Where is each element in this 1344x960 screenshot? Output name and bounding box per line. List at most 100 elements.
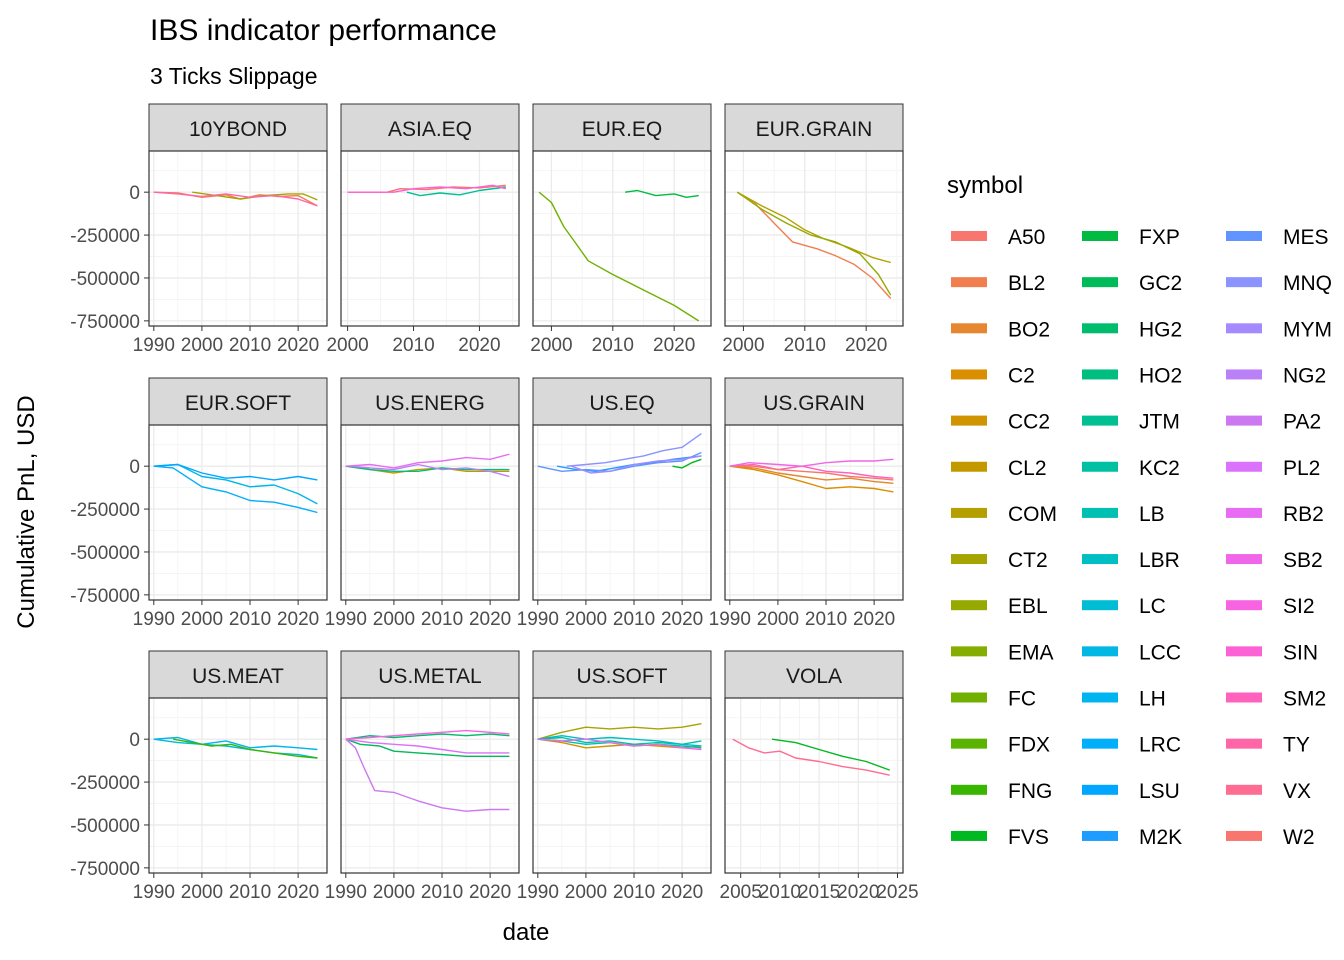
x-tick-label: 2010 xyxy=(392,335,434,356)
legend-item-m2k: M2K xyxy=(1082,826,1182,849)
legend-item-mes: MES xyxy=(1226,226,1329,249)
y-tick-label: -250000 xyxy=(70,226,140,247)
legend-key xyxy=(1226,461,1262,472)
x-tick-label: 2020 xyxy=(277,609,319,630)
strip-label: EUR.GRAIN xyxy=(756,118,873,141)
panel-us-meat: US.MEAT 1990 2000 2010 2020 0 -250000 -500000 -7… xyxy=(70,650,328,903)
legend-label: FVS xyxy=(1008,826,1049,849)
legend-label: COM xyxy=(1008,503,1057,526)
legend-item-fdx: FDX xyxy=(951,734,1050,757)
y-tick-label: 0 xyxy=(129,457,140,478)
legend-key xyxy=(951,415,987,426)
x-tick-label: 2020 xyxy=(469,882,511,903)
strip-label: US.SOFT xyxy=(576,665,667,688)
series-line-sb2 xyxy=(729,458,894,467)
legend-label: HO2 xyxy=(1139,364,1182,387)
legend-item-mym: MYM xyxy=(1226,318,1332,341)
legend-key xyxy=(1226,738,1262,749)
series-line-fvs xyxy=(771,738,890,771)
legend-title: symbol xyxy=(947,172,1023,199)
x-tick-label: 1990 xyxy=(133,335,175,356)
panel-eur-grain: EUR.GRAIN 2000 2010 2020 xyxy=(722,103,904,356)
legend-label: CC2 xyxy=(1008,411,1050,434)
series-line-fng xyxy=(172,738,318,759)
x-tick-label: 2000 xyxy=(722,335,764,356)
legend-item-ng2: NG2 xyxy=(1226,364,1326,387)
y-tick-label: -750000 xyxy=(70,312,140,333)
legend-key xyxy=(951,369,987,380)
x-tick-label: 2020 xyxy=(661,882,703,903)
x-tick-label: 2000 xyxy=(181,882,223,903)
legend-item-w2: W2 xyxy=(1226,826,1315,849)
panel-us-energ: US.ENERG 1990 2000 2010 2020 xyxy=(325,377,520,630)
strip-label: US.EQ xyxy=(589,392,654,415)
x-tick-label: 2010 xyxy=(759,882,801,903)
legend-item-gc2: GC2 xyxy=(1082,272,1182,295)
strip-background xyxy=(532,103,712,152)
chart-subtitle: 3 Ticks Slippage xyxy=(150,63,317,89)
legend-label: LRC xyxy=(1139,734,1181,757)
series-line-ng2 xyxy=(350,463,510,478)
panel-eur-eq: EUR.EQ 2000 2010 2020 xyxy=(530,103,712,356)
series-group xyxy=(736,191,892,299)
legend-key xyxy=(951,323,987,334)
legend-item-com: COM xyxy=(951,503,1057,526)
series-line-w2 xyxy=(729,465,894,481)
x-tick-label: 2020 xyxy=(469,609,511,630)
legend-label: MES xyxy=(1283,226,1329,249)
panel-border xyxy=(148,424,328,601)
panel-us-grain: US.GRAIN 1990 2000 2010 2020 xyxy=(709,377,904,630)
legend-item-c2: C2 xyxy=(951,364,1035,387)
legend-label: SI2 xyxy=(1283,595,1315,618)
panel-border xyxy=(724,697,904,874)
x-tick-label: 1990 xyxy=(517,609,559,630)
legend-item-rb2: RB2 xyxy=(1226,503,1324,526)
legend-key xyxy=(1226,415,1262,426)
legend-key xyxy=(1082,554,1118,565)
legend-item-kc2: KC2 xyxy=(1082,457,1180,480)
x-tick-label: 2000 xyxy=(565,882,607,903)
panel-border xyxy=(340,424,520,601)
x-tick-label: 2000 xyxy=(181,335,223,356)
x-tick-label: 2025 xyxy=(876,882,918,903)
x-tick-label: 2015 xyxy=(798,882,840,903)
x-tick-label: 2020 xyxy=(458,335,500,356)
legend-key xyxy=(951,646,987,657)
legend-label: LB xyxy=(1139,503,1165,526)
legend-key xyxy=(951,507,987,518)
legend-item-fc: FC xyxy=(951,688,1036,711)
series-group xyxy=(347,184,506,197)
legend-key xyxy=(1082,600,1118,611)
strip-label: EUR.EQ xyxy=(582,118,663,141)
legend-label: FXP xyxy=(1139,226,1180,249)
series-line-rb2 xyxy=(345,453,510,469)
y-tick-label: 0 xyxy=(129,183,140,204)
chart-title: IBS indicator performance xyxy=(150,14,497,47)
strip-label: US.GRAIN xyxy=(763,392,865,415)
legend-key xyxy=(951,600,987,611)
legend-key xyxy=(1082,830,1118,841)
legend-item-lbr: LBR xyxy=(1082,549,1180,572)
legend-key xyxy=(1082,692,1118,703)
legend-item-lrc: LRC xyxy=(1082,734,1181,757)
panel-background xyxy=(725,151,903,326)
legend-key xyxy=(1226,369,1262,380)
facet-panels: 10YBOND 1990 2000 2010 2020 0 -250000 -500000 -7… xyxy=(70,103,919,903)
legend-label: CT2 xyxy=(1008,549,1048,572)
legend-item-lsu: LSU xyxy=(1082,780,1180,803)
legend-label: CL2 xyxy=(1008,457,1047,480)
series-line-hg2 xyxy=(345,733,510,740)
x-tick-label: 2005 xyxy=(720,882,762,903)
x-tick-label: 1990 xyxy=(133,609,175,630)
series-line-ct2 xyxy=(537,723,702,740)
legend-item-ebl: EBL xyxy=(951,595,1048,618)
series-line-sin xyxy=(347,184,506,193)
panel-asia-eq: ASIA.EQ 2000 2010 2020 xyxy=(326,103,520,356)
series-line-mes xyxy=(537,451,702,472)
series-line-bl2 xyxy=(736,191,892,299)
x-tick-label: 1990 xyxy=(325,609,367,630)
series-line-lsu xyxy=(153,463,318,481)
series-line-mnq xyxy=(566,433,702,467)
strip-background xyxy=(724,103,904,152)
legend-item-ct2: CT2 xyxy=(951,549,1048,572)
